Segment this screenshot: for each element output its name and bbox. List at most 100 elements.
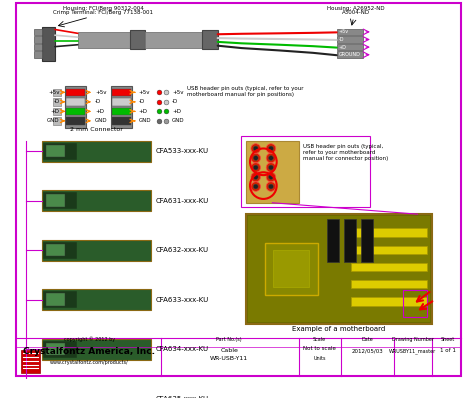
Text: WRUSBY11_master: WRUSBY11_master xyxy=(389,348,437,354)
Circle shape xyxy=(251,172,261,182)
Text: Part No.(s): Part No.(s) xyxy=(216,337,242,342)
Text: +D: +D xyxy=(51,109,60,114)
Bar xyxy=(351,228,427,237)
Text: +D: +D xyxy=(139,109,148,114)
Bar xyxy=(112,107,131,115)
Bar xyxy=(46,343,65,355)
Bar xyxy=(42,339,151,360)
Circle shape xyxy=(266,144,276,153)
Bar xyxy=(44,291,77,308)
Bar xyxy=(66,98,85,105)
Bar xyxy=(265,243,318,295)
Circle shape xyxy=(266,163,276,172)
Text: CFA533-xxx-KU: CFA533-xxx-KU xyxy=(156,148,209,154)
Text: Housing: FCI/Berg 90312-004: Housing: FCI/Berg 90312-004 xyxy=(63,6,144,10)
Bar xyxy=(44,143,77,160)
Bar xyxy=(112,117,131,125)
Circle shape xyxy=(266,182,276,191)
Bar xyxy=(66,88,85,96)
Bar xyxy=(53,117,61,125)
Bar xyxy=(42,190,151,211)
Text: -D: -D xyxy=(338,37,344,42)
Bar xyxy=(111,86,132,127)
Circle shape xyxy=(269,165,273,170)
Bar xyxy=(46,194,65,207)
Text: -D: -D xyxy=(54,100,60,104)
Text: USB header pin outs (typical, refer to your: USB header pin outs (typical, refer to y… xyxy=(187,86,304,92)
Bar xyxy=(146,32,202,48)
Bar xyxy=(351,297,427,306)
Circle shape xyxy=(266,153,276,163)
Bar xyxy=(248,216,430,322)
Bar xyxy=(337,44,363,51)
Bar xyxy=(42,27,55,61)
Text: GROUND: GROUND xyxy=(338,52,360,57)
Text: motherboard manual for pin positions): motherboard manual for pin positions) xyxy=(187,92,294,97)
Text: -D: -D xyxy=(172,100,178,104)
Bar xyxy=(273,250,309,287)
Circle shape xyxy=(254,146,258,151)
Text: CFA634-xxx-KU: CFA634-xxx-KU xyxy=(156,346,209,352)
Text: 1 of 1: 1 of 1 xyxy=(440,348,456,353)
Bar xyxy=(112,88,131,96)
Text: +5v: +5v xyxy=(48,90,60,95)
Text: Example of a motherboard: Example of a motherboard xyxy=(292,326,386,332)
Text: Housing: A26952-ND: Housing: A26952-ND xyxy=(327,6,384,10)
Circle shape xyxy=(251,182,261,191)
Text: CFA633-xxx-KU: CFA633-xxx-KU xyxy=(156,297,209,303)
Bar xyxy=(351,280,427,289)
Bar xyxy=(337,51,363,58)
Text: +5v: +5v xyxy=(338,29,349,34)
Text: GND: GND xyxy=(172,118,184,123)
Bar xyxy=(112,98,131,105)
Bar xyxy=(337,29,363,35)
Circle shape xyxy=(254,156,258,160)
Text: USB header pin outs (typical,: USB header pin outs (typical, xyxy=(303,144,383,150)
Text: GND: GND xyxy=(47,118,60,123)
Bar xyxy=(34,51,42,58)
Text: GND: GND xyxy=(139,118,151,123)
Bar xyxy=(53,107,61,115)
Text: +D: +D xyxy=(172,109,181,114)
Text: +D: +D xyxy=(95,109,104,114)
Text: refer to your motherboard: refer to your motherboard xyxy=(303,150,376,155)
Text: CFA631-xxx-KU: CFA631-xxx-KU xyxy=(156,198,209,204)
Bar xyxy=(246,214,432,324)
Bar xyxy=(44,192,77,209)
Circle shape xyxy=(269,156,273,160)
Bar xyxy=(44,341,77,358)
Circle shape xyxy=(251,153,261,163)
Bar xyxy=(130,31,146,49)
Bar xyxy=(42,388,151,398)
Bar xyxy=(327,219,338,262)
Circle shape xyxy=(254,175,258,179)
Bar xyxy=(42,240,151,261)
Bar xyxy=(46,293,65,306)
Text: +5v: +5v xyxy=(95,90,106,95)
Bar xyxy=(46,392,65,398)
Text: Date: Date xyxy=(361,337,373,342)
Bar xyxy=(44,390,77,398)
Bar xyxy=(53,98,61,105)
Text: Sheet: Sheet xyxy=(441,337,455,342)
Text: Not to scale: Not to scale xyxy=(303,346,336,351)
Text: Units: Units xyxy=(313,356,326,361)
Text: Cable: Cable xyxy=(220,348,238,353)
Circle shape xyxy=(266,172,276,182)
Bar xyxy=(53,88,61,96)
Text: -D: -D xyxy=(95,100,101,104)
Text: CFA635-xxx-KU: CFA635-xxx-KU xyxy=(156,396,209,398)
Bar xyxy=(34,29,42,35)
Text: CFA632-xxx-KU: CFA632-xxx-KU xyxy=(156,247,209,254)
Bar xyxy=(44,242,77,259)
Text: copyright © 2012 by: copyright © 2012 by xyxy=(64,336,115,342)
Bar xyxy=(241,136,370,207)
Bar xyxy=(66,107,85,115)
Bar xyxy=(351,246,427,254)
Text: WR-USB-Y11: WR-USB-Y11 xyxy=(210,356,248,361)
Text: +5v: +5v xyxy=(139,90,150,95)
Circle shape xyxy=(254,165,258,170)
Bar xyxy=(403,290,427,317)
Bar xyxy=(42,141,151,162)
Bar xyxy=(66,117,85,125)
